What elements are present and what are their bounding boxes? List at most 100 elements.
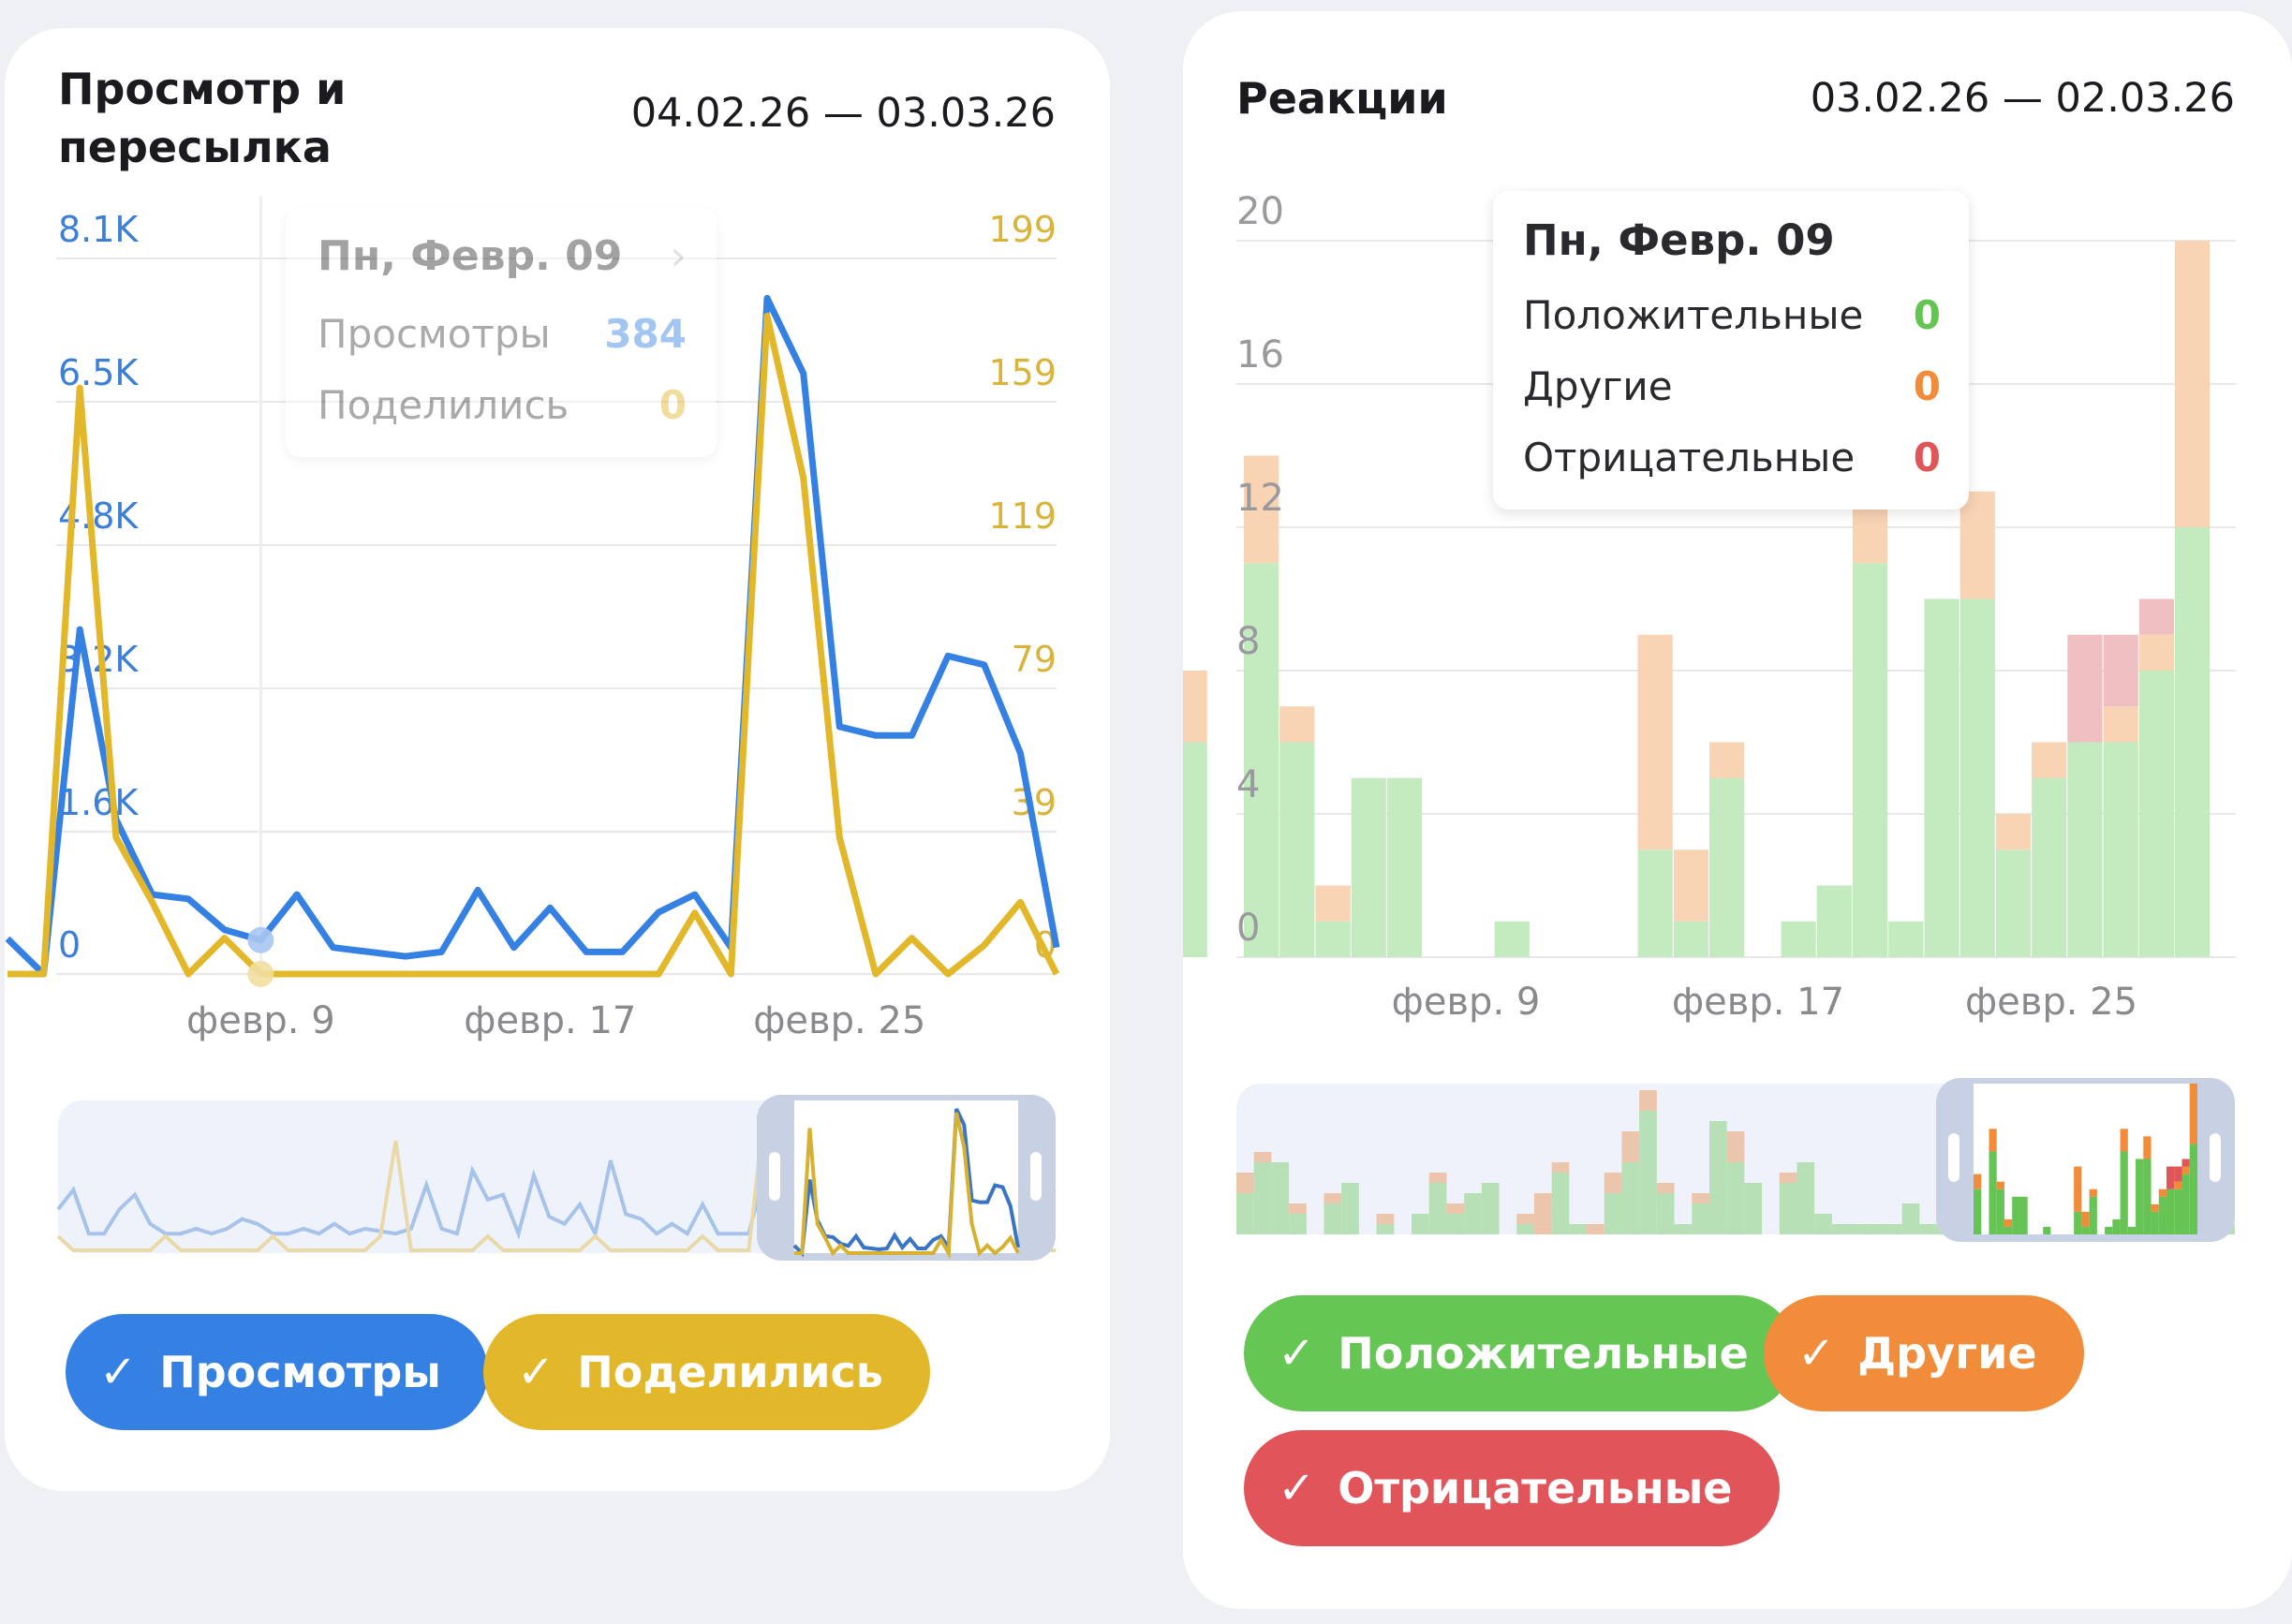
reactions-date-range[interactable]: 03.02.26 — 02.03.26 (1810, 75, 2235, 122)
tooltip-other-label: Другие (1523, 363, 1673, 409)
check-icon: ✓ (517, 1346, 555, 1398)
bar-segment[interactable] (1673, 849, 1708, 922)
bar-segment[interactable] (1351, 777, 1386, 957)
y-left-tick: 0 (58, 924, 81, 966)
bar-segment[interactable] (2032, 777, 2067, 957)
x-tick: февр. 9 (186, 999, 335, 1042)
x-tick: февр. 17 (464, 999, 636, 1042)
bar-segment[interactable] (1709, 742, 1745, 778)
bar-segment[interactable] (2138, 598, 2175, 635)
legend-toggle-positive[interactable]: ✓ Положительные (1244, 1295, 1796, 1411)
bar-segment[interactable] (1816, 885, 1852, 958)
bar-segment[interactable] (2067, 634, 2103, 743)
bar-segment[interactable] (1637, 634, 1673, 850)
y-tick: 12 (1236, 477, 1284, 520)
bar-segment[interactable] (2103, 634, 2138, 707)
legend-label: Положительные (1338, 1328, 1749, 1379)
tooltip-other-value: 0 (1913, 363, 1941, 409)
bar-segment[interactable] (1959, 491, 1995, 599)
tooltip-shares-value: 0 (658, 382, 687, 428)
y-tick: 16 (1236, 333, 1284, 376)
bar-segment[interactable] (1279, 706, 1315, 743)
bar-segment[interactable] (1673, 921, 1708, 957)
legend-label: Поделились (577, 1347, 883, 1397)
y-right-tick: 199 (988, 209, 1057, 250)
check-icon: ✓ (1797, 1327, 1836, 1380)
tooltip-positive-label: Положительные (1523, 292, 1864, 338)
bar-segment[interactable] (1494, 921, 1530, 957)
bar-segment[interactable] (1959, 598, 1995, 958)
bar-segment[interactable] (2067, 742, 2103, 958)
y-tick: 0 (1236, 907, 1260, 950)
tooltip-views-value: 384 (604, 311, 687, 357)
bar-segment[interactable] (1243, 455, 1279, 564)
legend-label: Просмотры (159, 1347, 441, 1397)
views-tooltip: Пн, Февр. 09 › Просмотры 384 Поделились … (286, 208, 717, 457)
reactions-title: Реакции (1236, 73, 1448, 124)
bar-segment[interactable] (1637, 849, 1673, 957)
bar-segment[interactable] (2103, 706, 2138, 743)
y-left-tick: 8.1K (58, 209, 139, 250)
bar-segment[interactable] (1995, 814, 2032, 850)
y-tick: 8 (1236, 620, 1260, 663)
legend-toggle-shares[interactable]: ✓ Поделились (483, 1314, 930, 1430)
chevron-right-icon[interactable]: › (670, 232, 687, 280)
y-left-tick: 1.6K (58, 782, 139, 823)
reactions-tooltip: Пн, Февр. 09 Положительные 0 Другие 0 От… (1493, 191, 1969, 509)
legend-toggle-other[interactable]: ✓ Другие (1764, 1295, 2084, 1411)
y-right-tick: 119 (988, 495, 1057, 537)
bar-segment[interactable] (2138, 671, 2175, 957)
y-right-tick: 79 (1012, 639, 1057, 680)
navigator-handle[interactable] (1030, 1152, 1042, 1201)
title-line-2: пересылка (58, 122, 332, 172)
x-tick: февр. 25 (1965, 981, 2137, 1024)
bar-segment[interactable] (1315, 885, 1351, 922)
bar-segment[interactable] (1852, 563, 1888, 957)
x-tick: февр. 25 (753, 999, 925, 1042)
bar-segment[interactable] (1183, 742, 1207, 958)
y-tick: 4 (1236, 763, 1260, 806)
y-right-tick: 159 (988, 352, 1057, 393)
check-icon: ✓ (1278, 1462, 1316, 1514)
views-shares-title: Просмотр и пересылка (58, 60, 346, 176)
title-line-1: Просмотр и (58, 64, 347, 114)
bar-segment[interactable] (1386, 777, 1423, 957)
bar-segment[interactable] (1709, 777, 1745, 957)
bar-segment[interactable] (2103, 742, 2138, 958)
navigator-handle[interactable] (1948, 1133, 1959, 1182)
x-tick: февр. 9 (1392, 981, 1541, 1024)
bar-segment[interactable] (1888, 921, 1924, 957)
bar-segment[interactable] (2032, 742, 2067, 778)
bar-segment[interactable] (1924, 598, 1959, 958)
bar-segment[interactable] (1243, 563, 1279, 957)
y-left-tick: 6.5K (58, 352, 139, 393)
bar-segment[interactable] (2138, 634, 2175, 671)
tooltip-negative-value: 0 (1913, 435, 1941, 480)
x-tick: февр. 17 (1672, 981, 1844, 1024)
bar-segment[interactable] (2175, 527, 2211, 957)
legend-toggle-negative[interactable]: ✓ Отрицательные (1244, 1430, 1780, 1546)
views-date-range[interactable]: 04.02.26 — 03.03.26 (630, 90, 1056, 137)
bar-segment[interactable] (1315, 921, 1351, 957)
views-line (5, 294, 1060, 978)
bar-segment[interactable] (1183, 671, 1207, 743)
navigator-handle[interactable] (2210, 1133, 2221, 1182)
bar-segment[interactable] (1781, 921, 1816, 957)
tooltip-date: Пн, Февр. 09 (1523, 215, 1835, 265)
legend-toggle-views[interactable]: ✓ Просмотры (66, 1314, 488, 1430)
bar-segment[interactable] (1279, 742, 1315, 958)
shares-line (7, 312, 1060, 978)
legend-label: Другие (1857, 1328, 2037, 1379)
legend-label: Отрицательные (1338, 1463, 1733, 1513)
tooltip-negative-label: Отрицательные (1523, 435, 1856, 480)
tooltip-date: Пн, Февр. 09 (318, 232, 623, 280)
tooltip-shares-label: Поделились (318, 382, 569, 428)
y-tick: 20 (1236, 190, 1284, 233)
bar-segment[interactable] (2175, 241, 2211, 527)
check-icon: ✓ (1278, 1327, 1316, 1380)
bar-segment[interactable] (1995, 849, 2032, 957)
tooltip-views-label: Просмотры (318, 311, 551, 357)
check-icon: ✓ (99, 1346, 138, 1398)
navigator-handle[interactable] (769, 1152, 780, 1201)
